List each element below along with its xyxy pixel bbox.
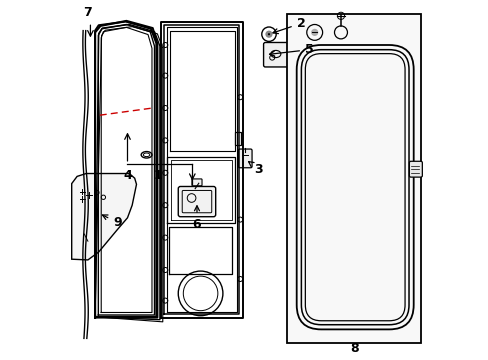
Text: 5: 5: [269, 43, 313, 56]
FancyBboxPatch shape: [286, 14, 420, 343]
Text: 2: 2: [272, 17, 305, 33]
Text: 1: 1: [153, 169, 162, 182]
Text: 4: 4: [123, 169, 132, 182]
FancyBboxPatch shape: [178, 186, 215, 217]
Circle shape: [267, 33, 269, 35]
FancyBboxPatch shape: [238, 149, 251, 168]
Polygon shape: [72, 174, 136, 260]
Text: 8: 8: [349, 342, 358, 355]
Text: 7: 7: [83, 6, 92, 19]
Text: 9: 9: [102, 215, 122, 229]
FancyBboxPatch shape: [408, 161, 422, 177]
Circle shape: [265, 31, 272, 38]
Text: 3: 3: [248, 162, 263, 176]
FancyBboxPatch shape: [192, 179, 202, 186]
Text: 6: 6: [192, 206, 201, 231]
FancyBboxPatch shape: [263, 42, 291, 67]
Circle shape: [310, 29, 318, 36]
Bar: [234, 132, 241, 145]
